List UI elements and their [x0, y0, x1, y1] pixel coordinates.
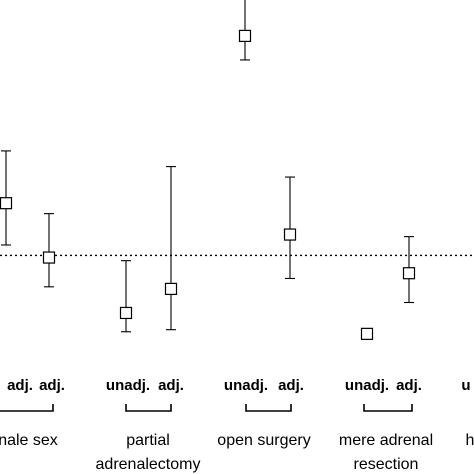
x-tick-label: adj. — [396, 377, 422, 394]
estimate-point — [42, 213, 56, 288]
estimate-point — [402, 236, 416, 304]
group-labels: nale sex partial adrenalectomy open surgery… — [0, 432, 474, 473]
group-label-line: partial — [126, 432, 170, 449]
estimate-marker — [119, 306, 133, 320]
x-tick-labels: adj. adj. unadj. adj. unadj. adj. unadj. adj. u — [7, 377, 471, 394]
estimate-marker — [360, 327, 374, 340]
estimate-marker — [164, 282, 178, 296]
estimate-point — [164, 166, 178, 331]
group-label: partial adrenalectomy — [96, 432, 201, 473]
group-label: open surgery — [217, 432, 310, 449]
group-label-line: adrenalectomy — [96, 456, 201, 473]
group-label-line: nale sex — [0, 432, 58, 449]
estimate-marker — [0, 197, 13, 210]
x-tick-label: adj. — [278, 377, 304, 394]
estimate-point — [360, 327, 374, 340]
x-tick-label: adj. — [158, 377, 184, 394]
group-label-line: resection — [354, 456, 419, 473]
estimate-point — [238, 0, 252, 61]
group-label-line: h — [466, 432, 474, 449]
group-bracket — [245, 404, 292, 412]
group-bracket — [125, 404, 172, 412]
x-tick-label: unadj. — [345, 377, 389, 394]
estimate-marker — [42, 251, 56, 264]
estimate-marker — [238, 29, 252, 43]
group-bracket — [363, 404, 413, 412]
estimate-points — [0, 0, 416, 340]
estimate-point — [119, 260, 133, 333]
group-label: nale sex — [0, 432, 58, 449]
x-tick-label: unadj. — [106, 377, 150, 394]
estimate-point — [283, 176, 297, 280]
estimate-point — [0, 150, 13, 246]
estimate-marker — [402, 267, 416, 280]
group-label-line: mere adrenal — [339, 432, 433, 449]
estimate-marker — [283, 228, 297, 241]
x-tick-label: unadj. — [224, 377, 268, 394]
group-label: mere adrenal resection — [339, 432, 433, 473]
x-tick-label: adj. — [7, 377, 33, 394]
group-brackets — [0, 404, 413, 412]
x-tick-label: u — [461, 377, 470, 394]
group-bracket — [0, 404, 54, 412]
group-label-line: open surgery — [217, 432, 310, 449]
group-label: h — [466, 432, 474, 449]
x-tick-label: adj. — [39, 377, 65, 394]
